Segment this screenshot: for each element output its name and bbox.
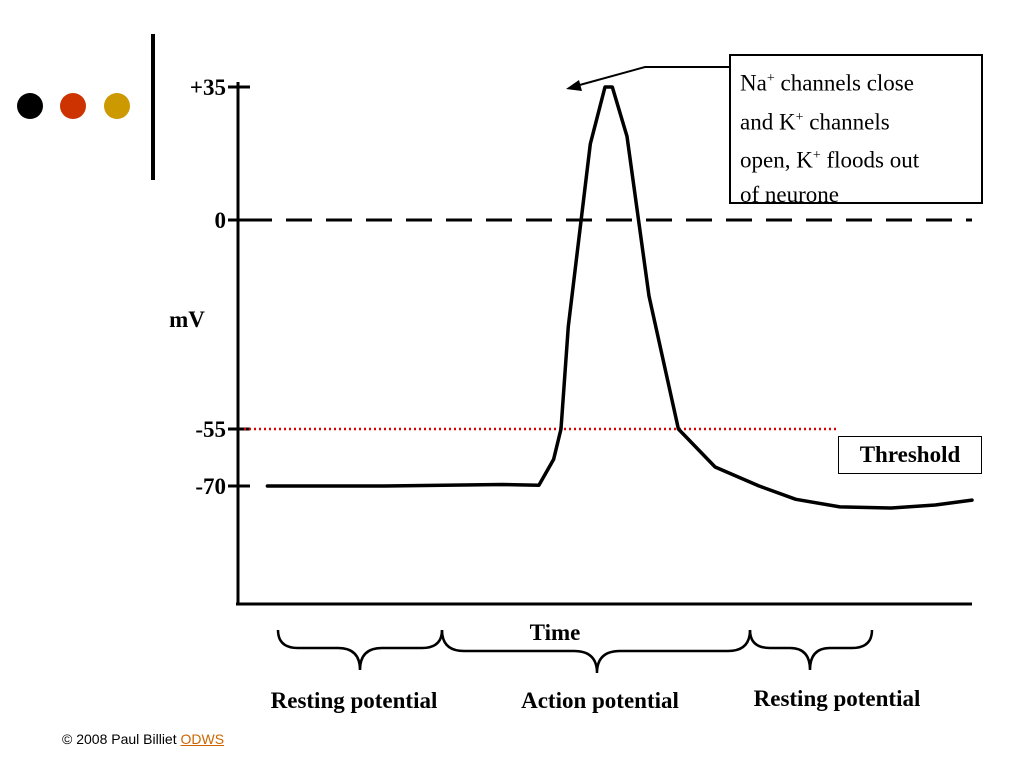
gold-dot xyxy=(104,93,130,119)
red-dot xyxy=(60,93,86,119)
y-tick-label: 0 xyxy=(215,208,227,233)
brace-action xyxy=(440,629,752,674)
phase-label-action: Action potential xyxy=(521,688,679,713)
phase-label-resting-1: Resting potential xyxy=(271,688,438,713)
callout-line-1: Na+ channels close xyxy=(740,70,914,96)
reference-lines xyxy=(244,218,972,431)
decorative-vertical-bar xyxy=(151,34,155,180)
brace-resting-2 xyxy=(748,629,874,671)
footer-text: © 2008 Paul Billiet xyxy=(62,731,181,747)
callout-line-2: and K+ channels xyxy=(740,109,890,135)
y-axis-label: mV xyxy=(169,307,205,332)
y-ticks: +35 0 -55 -70 xyxy=(190,75,250,499)
phase-label-resting-2: Resting potential xyxy=(754,686,921,711)
y-tick-label: +35 xyxy=(190,75,226,100)
peak-callout-box: Na+ channels close and K+ channels open,… xyxy=(729,54,983,207)
y-tick-label: -70 xyxy=(195,474,226,499)
callout-line-3: open, K+ floods out xyxy=(740,147,920,173)
callout-line-4: of neurone xyxy=(740,181,839,207)
y-tick-label: -55 xyxy=(195,417,226,442)
black-dot xyxy=(17,93,43,119)
membrane-potential-line xyxy=(265,85,974,510)
footer-link[interactable]: ODWS xyxy=(180,731,225,747)
threshold-label-box: Threshold xyxy=(838,436,982,474)
callout-arrowhead xyxy=(566,80,582,91)
footer-credit: © 2008 Paul Billiet ODWS xyxy=(62,731,224,747)
brace-resting-1 xyxy=(276,629,444,671)
x-axis-label: Time xyxy=(530,620,581,645)
callout-arrow xyxy=(575,66,729,87)
